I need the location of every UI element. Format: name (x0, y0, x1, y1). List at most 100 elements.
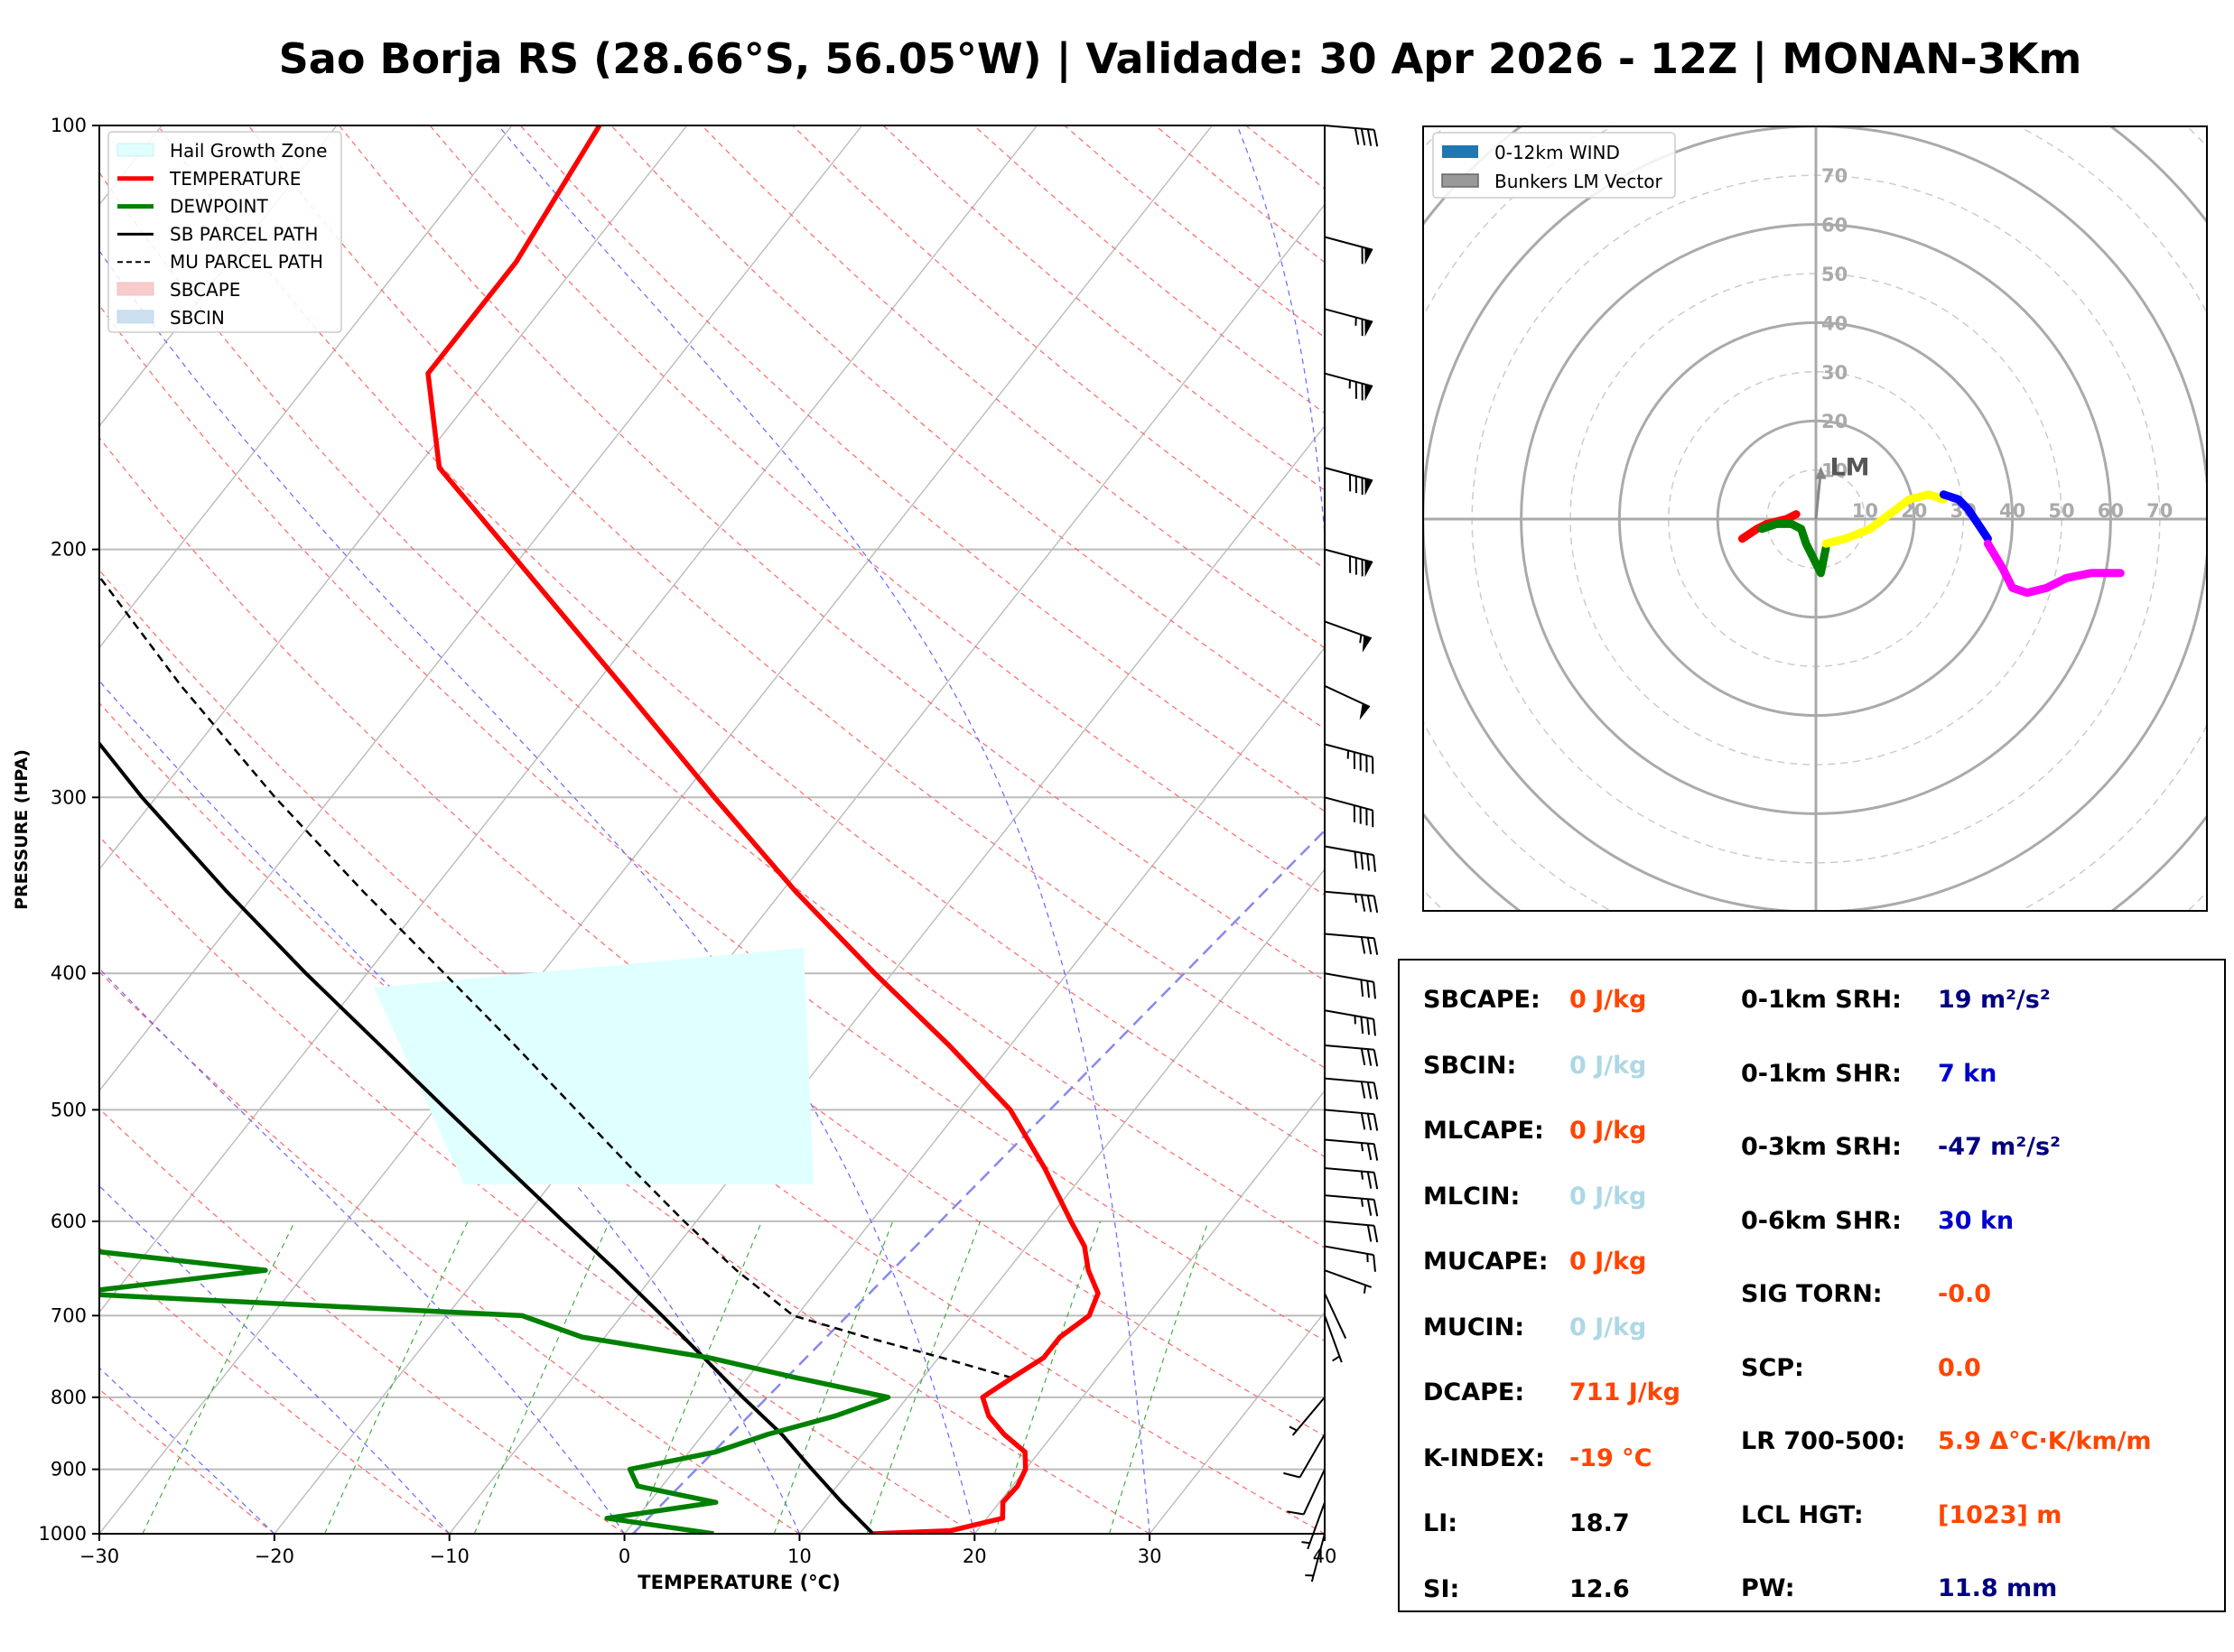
barb-full (1373, 1144, 1379, 1161)
param-label: MLCIN: (1423, 1182, 1521, 1211)
y-tick-label: 500 (51, 1099, 87, 1120)
x-tick-label: −30 (79, 1545, 119, 1567)
barb-staff (1324, 1269, 1373, 1288)
param-value: 711 J/kg (1569, 1378, 1680, 1406)
barb-staff (1299, 1434, 1326, 1479)
barb-half (1354, 894, 1358, 903)
wind-barb (1287, 1469, 1326, 1516)
y-tick-label: 100 (51, 115, 87, 136)
hodograph-frame (1422, 125, 2208, 912)
y-tick-label: 400 (51, 962, 87, 984)
barb-staff (1324, 890, 1374, 897)
wind-barb (1324, 1109, 1379, 1131)
barb-full (1360, 128, 1366, 146)
y-tick-label: 300 (51, 786, 87, 808)
dry-adiabat (99, 836, 975, 1534)
hodo-segment (1939, 490, 1992, 543)
mixing-ratio-line (634, 1220, 763, 1534)
barb-full (1373, 1018, 1376, 1036)
wind-barb (1283, 1434, 1326, 1479)
isotherm-line (99, 125, 1213, 1534)
isotherm-line (449, 424, 1325, 1534)
barb-full (1283, 1471, 1300, 1479)
mixing-ratio-line (773, 1220, 894, 1534)
wind-barb (1305, 1533, 1326, 1582)
legend-sbcin: SBCIN (170, 307, 225, 329)
param-value: 0 J/kg (1569, 1182, 1647, 1211)
mixing-ratio-line (1108, 1220, 1209, 1534)
wind-barb (1324, 1269, 1373, 1294)
barb-staff (1324, 845, 1374, 857)
isotherm-line (973, 1090, 1325, 1534)
wind-barb (1324, 1293, 1347, 1339)
wind-barb (1324, 236, 1373, 265)
barb-staff (1324, 467, 1373, 482)
legend-temperature: TEMPERATURE (169, 168, 301, 190)
lcl-dashed-line (631, 830, 1325, 1534)
dry-adiabat (519, 125, 1325, 812)
y-tick-label: 800 (51, 1387, 87, 1408)
param-value: 0 J/kg (1569, 986, 1647, 1014)
barb-half (1360, 1198, 1364, 1207)
barb-flag (1359, 703, 1370, 720)
wind-barb (1324, 933, 1379, 955)
param-value: 30 kn (1938, 1206, 2015, 1235)
param-value: 5.9 Δ°C·K/km/m (1938, 1427, 2152, 1455)
barb-flag (1364, 247, 1373, 265)
wind-barb (1324, 548, 1373, 578)
param-label: SI: (1423, 1574, 1460, 1603)
barb-flag (1364, 478, 1373, 496)
param-label: DCAPE: (1423, 1378, 1525, 1406)
barb-staff (1324, 372, 1373, 387)
barb-full (1354, 127, 1360, 145)
barb-full (1287, 1510, 1304, 1516)
wind-barb (1324, 1245, 1376, 1272)
wind-barb (1324, 1009, 1376, 1036)
wind-barb (1324, 684, 1371, 720)
wind-barb (1324, 620, 1373, 653)
barb-full (1366, 853, 1371, 871)
wind-barb (1324, 1315, 1343, 1363)
barb-flag (1362, 636, 1372, 653)
param-label: 0-1km SRH: (1741, 986, 1902, 1014)
barb-full (1373, 896, 1379, 914)
x-tick-label: −20 (255, 1545, 294, 1567)
barb-staff (1324, 1009, 1374, 1020)
param-label: 0-1km SHR: (1741, 1059, 1902, 1088)
wind-barb (1324, 1077, 1379, 1100)
wind-barb (1324, 372, 1373, 402)
param-value: 19 m²/s² (1938, 986, 2051, 1014)
barb-half (1363, 1285, 1367, 1294)
isotherm-line (624, 646, 1325, 1534)
barb-half (1301, 1541, 1310, 1545)
param-value: 7 kn (1938, 1059, 1997, 1088)
param-value: -19 °C (1569, 1443, 1652, 1472)
barb-flag (1364, 384, 1373, 402)
param-value: 12.6 (1569, 1574, 1630, 1603)
wind-barb (1324, 972, 1376, 999)
isotherm-line (99, 125, 338, 428)
barb-staff (1324, 1077, 1374, 1084)
barb-full (1360, 1112, 1366, 1130)
barb-flag (1364, 320, 1373, 337)
dry-adiabat (99, 1108, 625, 1534)
barb-full (1373, 1255, 1376, 1272)
wind-barb (1324, 890, 1379, 914)
wind-barb (1324, 308, 1373, 337)
mixing-ratio-line (866, 1220, 982, 1534)
barb-staff (1324, 1293, 1347, 1339)
barb-half (1360, 1171, 1364, 1180)
wind-barb (1301, 1501, 1326, 1550)
hodo-segment (1983, 539, 2125, 598)
barb-half (1359, 634, 1363, 644)
barb-staff (1324, 1044, 1374, 1051)
param-value: -47 m²/s² (1938, 1133, 2061, 1161)
barb-staff (1324, 236, 1373, 251)
dry-adiabat (99, 172, 1325, 1248)
param-label: MLCAPE: (1423, 1117, 1544, 1145)
barb-full (1366, 1081, 1373, 1100)
barb-staff (1324, 620, 1373, 640)
x-tick-label: −10 (430, 1545, 470, 1567)
barb-full (1360, 936, 1366, 954)
